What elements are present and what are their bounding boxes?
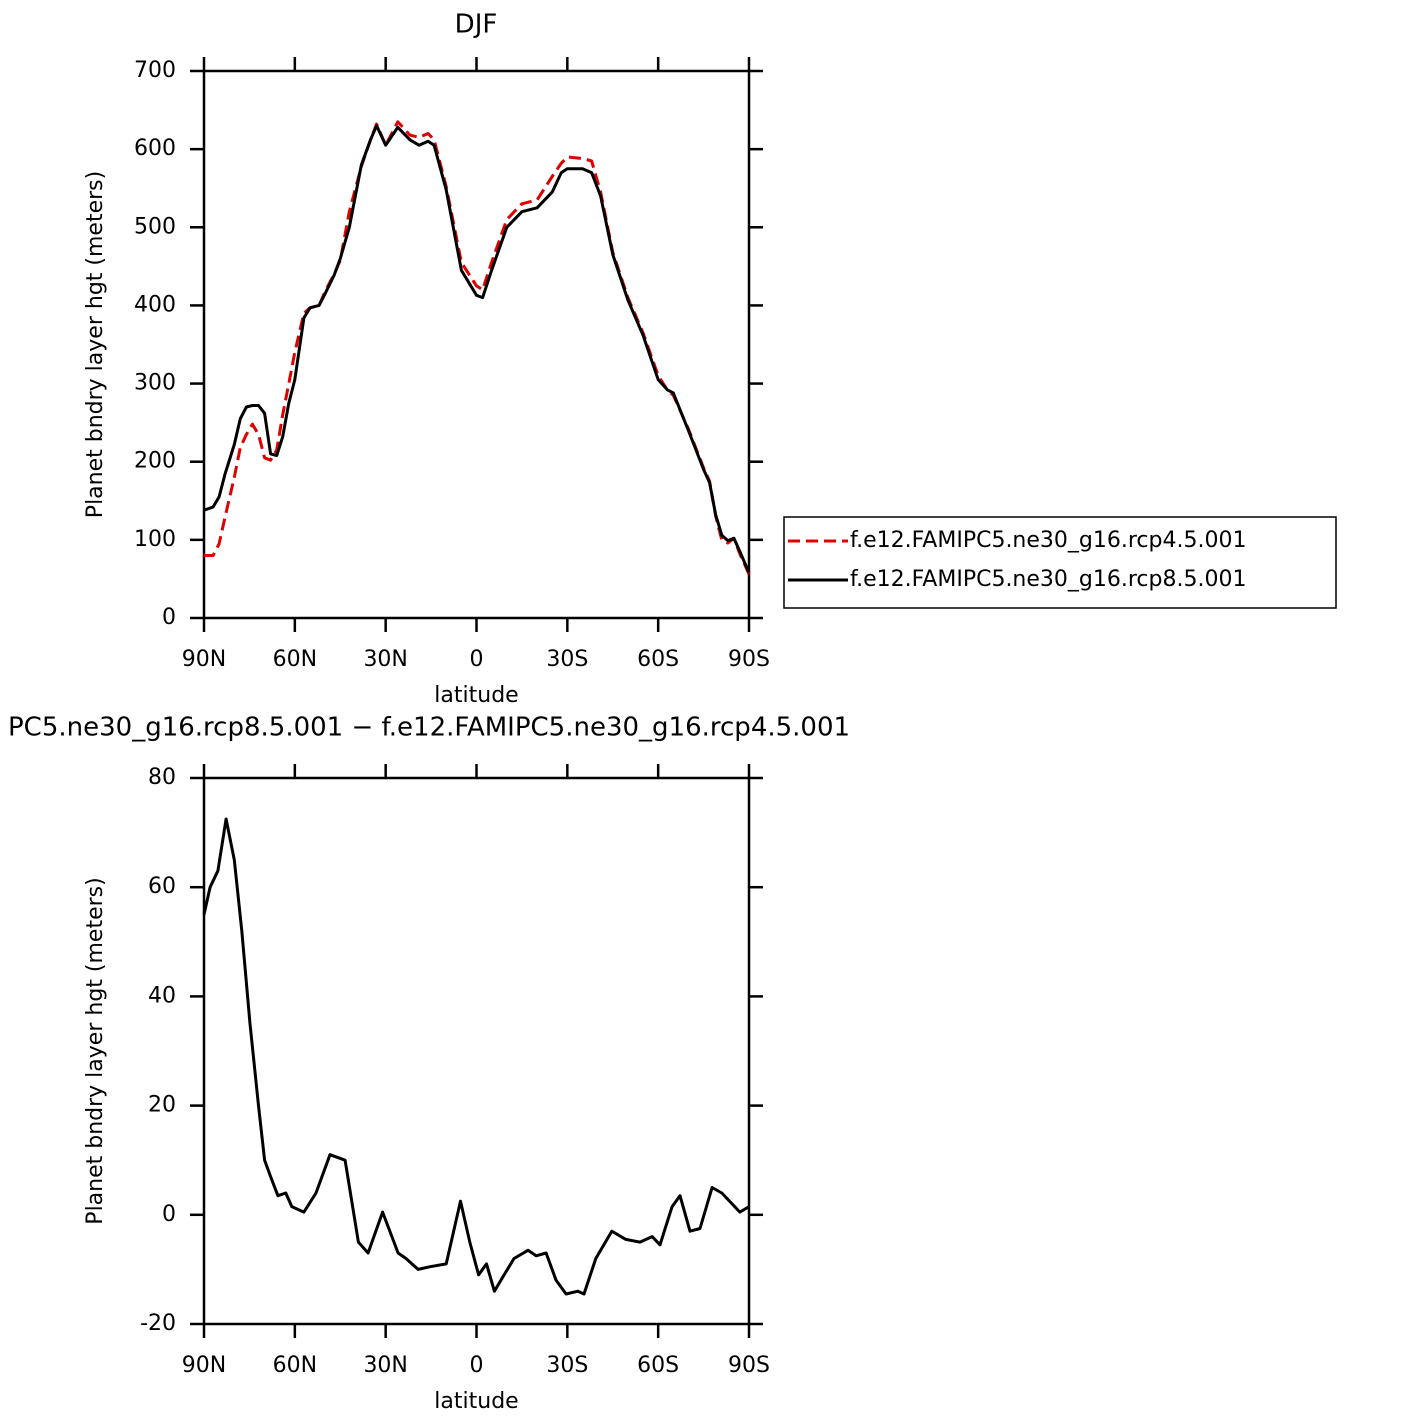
y-tick-label: 0 bbox=[162, 605, 176, 630]
x-tick-label: 30N bbox=[363, 1353, 407, 1378]
y-tick-label: 600 bbox=[134, 136, 176, 161]
legend-box bbox=[783, 516, 1337, 609]
y-tick-label: 0 bbox=[162, 1202, 176, 1227]
y-tick-label: 500 bbox=[134, 214, 176, 239]
y-axis-label: Planet bndry layer hgt (meters) bbox=[83, 877, 108, 1224]
x-tick-label: 60S bbox=[637, 647, 679, 672]
y-tick-label: 80 bbox=[148, 765, 176, 790]
x-tick-label: 60N bbox=[273, 1353, 317, 1378]
y-tick-label: 60 bbox=[148, 874, 176, 899]
y-tick-label: 100 bbox=[134, 527, 176, 552]
y-tick-label: 700 bbox=[134, 58, 176, 83]
data-line bbox=[203, 124, 751, 574]
y-tick-label: 200 bbox=[134, 449, 176, 474]
plot-frame bbox=[202, 69, 751, 620]
x-axis-label: latitude bbox=[434, 1389, 518, 1414]
data-line bbox=[204, 120, 751, 575]
x-tick-label: 90S bbox=[728, 1353, 770, 1378]
x-tick-label: 90N bbox=[182, 1353, 226, 1378]
x-tick-label: 60S bbox=[637, 1353, 679, 1378]
x-tick-label: 30S bbox=[546, 647, 588, 672]
y-tick-label: 20 bbox=[148, 1093, 176, 1118]
legend-label: f.e12.FAMIPC5.ne30_g16.rcp8.5.001 bbox=[850, 567, 1246, 592]
x-tick-label: 0 bbox=[470, 1353, 484, 1378]
y-axis-label: Planet bndry layer hgt (meters) bbox=[83, 171, 108, 518]
plot-frame bbox=[202, 776, 751, 1326]
chart-title: DJF bbox=[455, 10, 498, 40]
chart-title: PC5.ne30_g16.rcp8.5.001 − f.e12.FAMIPC5.… bbox=[8, 713, 850, 743]
y-tick-label: -20 bbox=[140, 1311, 176, 1336]
x-tick-label: 60N bbox=[273, 647, 317, 672]
x-tick-label: 30S bbox=[546, 1353, 588, 1378]
y-tick-label: 40 bbox=[148, 983, 176, 1008]
x-axis-label: latitude bbox=[434, 683, 518, 708]
x-tick-label: 90S bbox=[728, 647, 770, 672]
y-tick-label: 300 bbox=[134, 371, 176, 396]
x-tick-label: 90N bbox=[182, 647, 226, 672]
x-tick-label: 30N bbox=[363, 647, 407, 672]
data-line bbox=[202, 817, 750, 1296]
y-tick-label: 400 bbox=[134, 292, 176, 317]
x-tick-label: 0 bbox=[470, 647, 484, 672]
legend-label: f.e12.FAMIPC5.ne30_g16.rcp4.5.001 bbox=[850, 528, 1246, 553]
